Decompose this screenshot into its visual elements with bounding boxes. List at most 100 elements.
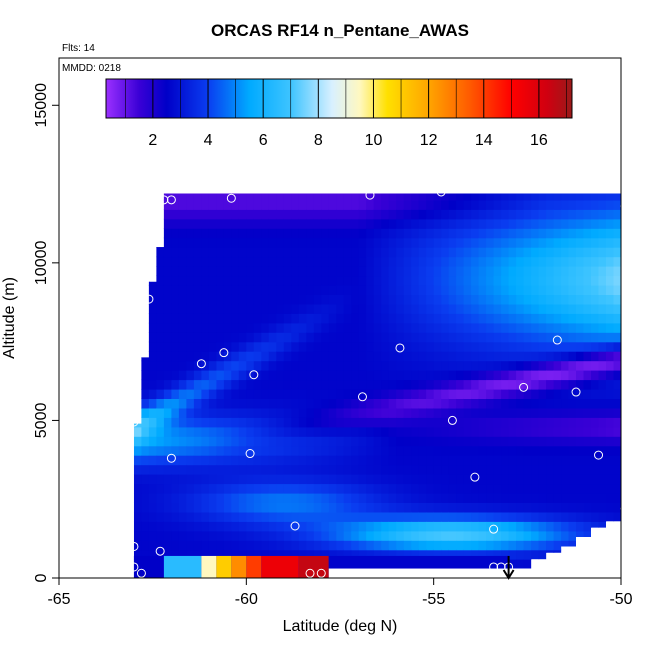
heatmap-cell	[283, 275, 292, 286]
heatmap-cell	[411, 388, 420, 399]
heatmap-cell	[343, 313, 352, 324]
heatmap-cell	[538, 379, 547, 390]
heatmap-cell	[471, 398, 480, 409]
heatmap-cell	[531, 284, 540, 295]
heatmap-cell	[193, 332, 202, 343]
heatmap-cell	[223, 332, 232, 343]
heatmap-cell	[351, 455, 360, 466]
heatmap-cell	[276, 341, 285, 352]
heatmap-cell	[433, 511, 442, 522]
heatmap-cell	[163, 379, 172, 390]
heatmap-cell	[583, 209, 592, 220]
heatmap-cell	[568, 341, 577, 352]
heatmap-cell	[373, 313, 382, 324]
heatmap-cell	[538, 341, 547, 352]
heatmap-cell	[553, 530, 562, 541]
heatmap-cell	[231, 483, 240, 494]
heatmap-cell	[396, 388, 405, 399]
heatmap-cell	[163, 303, 172, 314]
heatmap-cell	[426, 379, 435, 390]
heatmap-cell	[201, 266, 210, 277]
heatmap-cell	[171, 492, 180, 503]
heatmap-cell	[576, 313, 585, 324]
heatmap-cell	[381, 209, 390, 220]
heatmap-cell	[141, 474, 150, 485]
heatmap-cell	[418, 247, 427, 258]
heatmap-cell	[433, 351, 442, 362]
heatmap-cell	[253, 417, 262, 428]
heatmap-cell	[418, 388, 427, 399]
heatmap-cell	[313, 266, 322, 277]
heatmap-cell	[493, 455, 502, 466]
heatmap-cell	[516, 483, 525, 494]
heatmap-cell	[223, 474, 232, 485]
heatmap-cell	[553, 247, 562, 258]
heatmap-cell	[306, 492, 315, 503]
heatmap-cell	[313, 436, 322, 447]
heatmap-cell	[336, 360, 345, 371]
heatmap-cell	[471, 407, 480, 418]
heatmap-cell	[133, 549, 142, 560]
heatmap-cell	[388, 379, 397, 390]
heatmap-cell	[351, 303, 360, 314]
heatmap-cell	[478, 540, 487, 551]
heatmap-cell	[448, 540, 457, 551]
heatmap-cell	[373, 436, 382, 447]
heatmap-cell	[448, 464, 457, 475]
heatmap-cell	[283, 193, 292, 201]
heatmap-cell	[606, 370, 615, 381]
heatmap-cell	[501, 209, 510, 220]
heatmap-cell	[238, 474, 247, 485]
heatmap-cell	[531, 266, 540, 277]
heatmap-cell	[568, 322, 577, 333]
heatmap-cell	[193, 228, 202, 239]
heatmap-cell	[478, 417, 487, 428]
heatmap-cell	[163, 322, 172, 333]
heatmap-cell	[366, 464, 375, 475]
heatmap-cell	[411, 540, 420, 551]
heatmap-cell	[268, 237, 277, 248]
heatmap-cell	[591, 511, 600, 522]
heatmap-cell	[598, 247, 607, 258]
heatmap-cell	[508, 218, 517, 229]
heatmap-cell	[171, 218, 180, 229]
heatmap-cell	[216, 370, 225, 381]
heatmap-cell	[276, 492, 285, 503]
heatmap-cell	[358, 284, 367, 295]
sample-point	[395, 343, 405, 353]
heatmap-cell	[313, 445, 322, 456]
heatmap-cell	[148, 464, 157, 475]
heatmap-cell	[426, 370, 435, 381]
heatmap-cell	[186, 436, 195, 447]
heatmap-cell	[351, 521, 360, 532]
heatmap-cell	[328, 284, 337, 295]
heatmap-cell	[351, 275, 360, 286]
heatmap-cell	[516, 521, 525, 532]
heatmap-cell	[456, 474, 465, 485]
heatmap-cell	[583, 303, 592, 314]
heatmap-cell	[171, 237, 180, 248]
heatmap-cell	[433, 341, 442, 352]
heatmap-cell	[201, 370, 210, 381]
heatmap-cell	[148, 540, 157, 551]
heatmap-cell	[441, 474, 450, 485]
heatmap-cell	[403, 193, 412, 201]
heatmap-cell	[343, 199, 352, 210]
heatmap-cell	[471, 530, 480, 541]
heatmap-cell	[546, 511, 555, 522]
heatmap-cell	[561, 199, 570, 210]
heatmap-cell	[456, 398, 465, 409]
heatmap-cell	[336, 341, 345, 352]
heatmap-cell	[178, 511, 187, 522]
heatmap-cell	[508, 426, 517, 437]
heatmap-cell	[216, 417, 225, 428]
heatmap-cell	[216, 360, 225, 371]
strip-segment	[163, 555, 202, 578]
heatmap-cell	[276, 521, 285, 532]
heatmap-cell	[418, 483, 427, 494]
heatmap-cell	[163, 398, 172, 409]
heatmap-cell	[486, 237, 495, 248]
heatmap-cell	[298, 284, 307, 295]
heatmap-cell	[141, 521, 150, 532]
heatmap-cell	[148, 521, 157, 532]
